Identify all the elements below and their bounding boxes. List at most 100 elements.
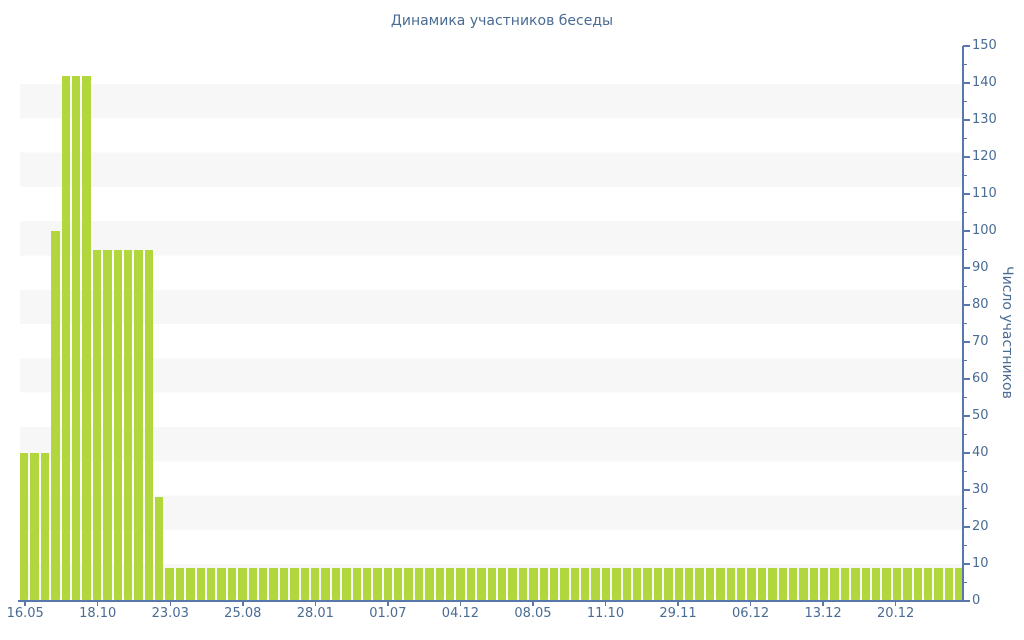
- y-axis-title: Число участников: [999, 266, 1015, 399]
- y-axis-minor-tick: [963, 322, 967, 325]
- bar[interactable]: [788, 567, 798, 601]
- bar[interactable]: [134, 249, 143, 601]
- bar[interactable]: [435, 567, 445, 601]
- y-axis-major-tick: [963, 452, 970, 454]
- bar[interactable]: [362, 567, 372, 601]
- bar[interactable]: [310, 567, 320, 601]
- bar[interactable]: [851, 567, 860, 601]
- bar[interactable]: [92, 249, 102, 601]
- bar[interactable]: [903, 567, 912, 601]
- bar[interactable]: [290, 567, 299, 601]
- bar[interactable]: [497, 567, 507, 601]
- bar[interactable]: [456, 567, 465, 601]
- bar[interactable]: [529, 567, 538, 601]
- bar[interactable]: [570, 567, 580, 601]
- bar[interactable]: [207, 567, 216, 601]
- bar[interactable]: [944, 567, 954, 601]
- bar[interactable]: [279, 567, 289, 601]
- bar[interactable]: [404, 567, 413, 601]
- bar[interactable]: [165, 567, 174, 601]
- bar[interactable]: [123, 249, 133, 601]
- bar[interactable]: [217, 567, 226, 601]
- bar[interactable]: [103, 249, 112, 601]
- y-axis-major-tick: [963, 415, 970, 417]
- y-axis-tick-label: 20: [972, 519, 989, 534]
- bar[interactable]: [872, 567, 881, 601]
- bar[interactable]: [664, 567, 673, 601]
- bar[interactable]: [840, 567, 850, 601]
- bar[interactable]: [487, 567, 496, 601]
- bar[interactable]: [643, 567, 652, 601]
- x-axis-tick-label: 08.05: [514, 606, 552, 621]
- bar[interactable]: [300, 567, 309, 601]
- bar[interactable]: [882, 567, 891, 601]
- bar[interactable]: [591, 567, 600, 601]
- bar[interactable]: [227, 567, 237, 601]
- bar[interactable]: [61, 75, 70, 601]
- bar[interactable]: [820, 567, 829, 601]
- bar[interactable]: [238, 567, 247, 601]
- bar[interactable]: [144, 249, 154, 601]
- bar[interactable]: [414, 567, 424, 601]
- bar[interactable]: [736, 567, 746, 601]
- bar[interactable]: [196, 567, 206, 601]
- bar[interactable]: [955, 567, 964, 601]
- bar[interactable]: [653, 567, 663, 601]
- bar[interactable]: [830, 567, 839, 601]
- bar[interactable]: [861, 567, 871, 601]
- bar[interactable]: [258, 567, 268, 601]
- bar[interactable]: [155, 497, 164, 601]
- bar[interactable]: [757, 567, 767, 601]
- bar[interactable]: [342, 567, 351, 601]
- bar[interactable]: [695, 567, 704, 601]
- bar[interactable]: [269, 567, 278, 601]
- bar[interactable]: [113, 249, 122, 601]
- bar[interactable]: [685, 567, 694, 601]
- bar[interactable]: [321, 567, 330, 601]
- bar[interactable]: [383, 567, 393, 601]
- bar[interactable]: [601, 567, 611, 601]
- bar[interactable]: [508, 567, 517, 601]
- bar[interactable]: [477, 567, 486, 601]
- bar[interactable]: [352, 567, 361, 601]
- bar[interactable]: [82, 75, 91, 601]
- bar[interactable]: [716, 567, 725, 601]
- bar[interactable]: [466, 567, 476, 601]
- bar[interactable]: [51, 231, 60, 601]
- bar[interactable]: [913, 567, 922, 601]
- bar[interactable]: [20, 453, 29, 601]
- bar[interactable]: [539, 567, 548, 601]
- bar[interactable]: [809, 567, 819, 601]
- bar[interactable]: [175, 567, 185, 601]
- bar[interactable]: [747, 567, 756, 601]
- bar[interactable]: [892, 567, 902, 601]
- bar[interactable]: [549, 567, 559, 601]
- bar[interactable]: [633, 567, 642, 601]
- bar[interactable]: [768, 567, 777, 601]
- bar[interactable]: [674, 567, 683, 601]
- bar[interactable]: [705, 567, 715, 601]
- bar[interactable]: [581, 567, 590, 601]
- y-axis-major-tick: [963, 378, 970, 380]
- bar[interactable]: [425, 567, 434, 601]
- bar[interactable]: [394, 567, 403, 601]
- bar[interactable]: [923, 567, 933, 601]
- bar[interactable]: [799, 567, 808, 601]
- bar[interactable]: [518, 567, 528, 601]
- bar[interactable]: [778, 567, 787, 601]
- x-axis-tick: [749, 602, 752, 606]
- bar[interactable]: [560, 567, 569, 601]
- x-axis-tick-label: 13.12: [804, 606, 842, 621]
- bar[interactable]: [248, 567, 257, 601]
- bar[interactable]: [186, 567, 195, 601]
- bar[interactable]: [726, 567, 735, 601]
- bar[interactable]: [30, 453, 39, 601]
- bar[interactable]: [40, 453, 50, 601]
- bar[interactable]: [373, 567, 382, 601]
- bar[interactable]: [331, 567, 341, 601]
- bar[interactable]: [71, 75, 81, 601]
- bar[interactable]: [622, 567, 632, 601]
- bar[interactable]: [612, 567, 621, 601]
- bar[interactable]: [446, 567, 455, 601]
- bar[interactable]: [934, 567, 943, 601]
